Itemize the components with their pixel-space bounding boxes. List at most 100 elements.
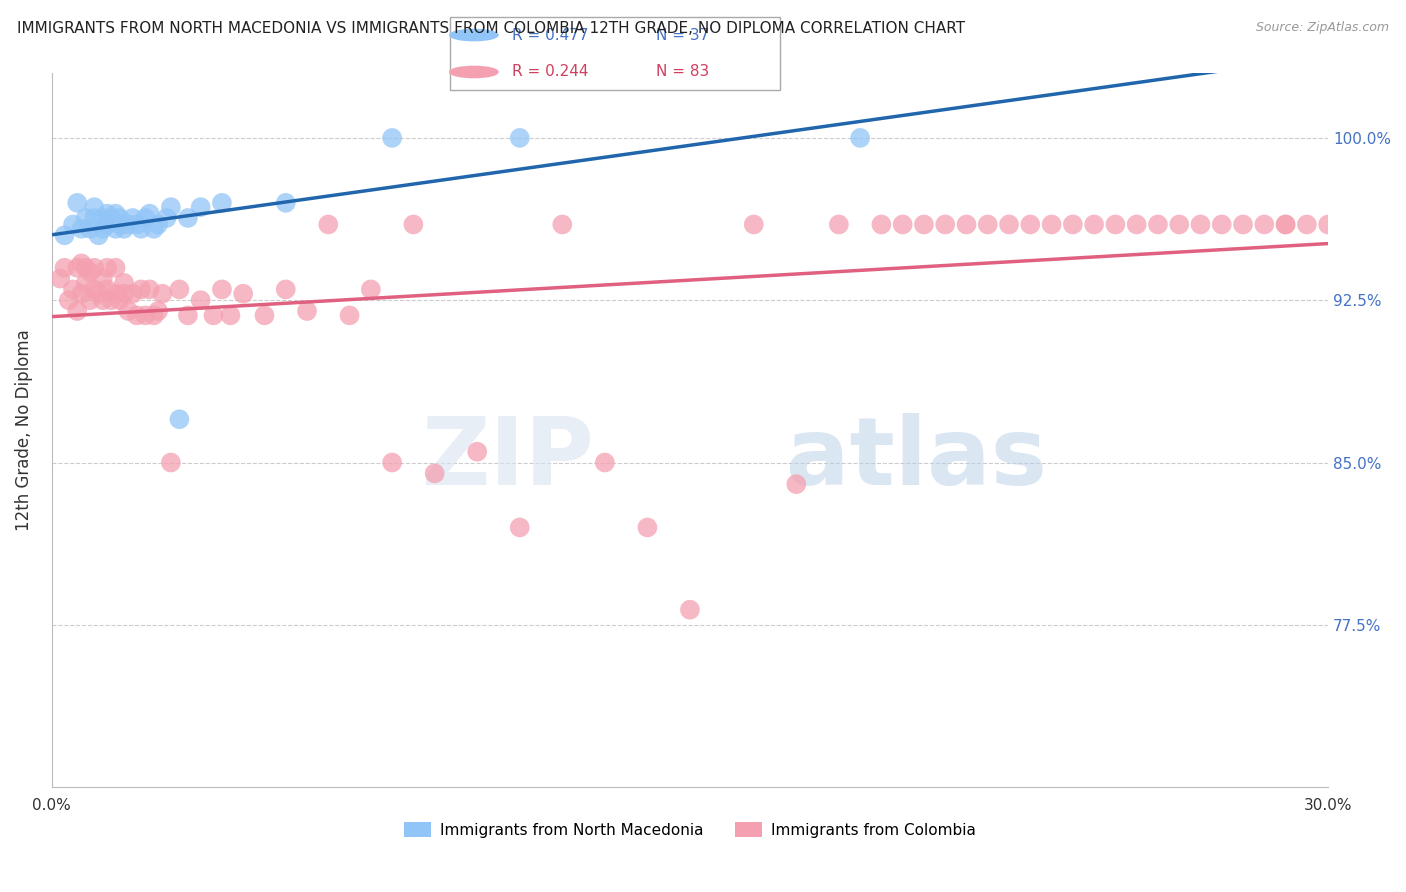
Text: R = 0.477: R = 0.477 — [512, 28, 588, 43]
Point — [1295, 218, 1317, 232]
Point — [70, 221, 93, 235]
Point — [79, 265, 101, 279]
Point — [125, 218, 148, 232]
Point — [402, 218, 425, 232]
Point — [96, 207, 118, 221]
Text: N = 83: N = 83 — [657, 64, 710, 79]
Circle shape — [450, 29, 498, 41]
Point — [423, 467, 446, 481]
Point — [381, 131, 404, 145]
Point — [91, 221, 114, 235]
Point — [295, 304, 318, 318]
Point — [83, 211, 105, 225]
Point — [509, 520, 531, 534]
Point — [219, 309, 242, 323]
Point — [129, 221, 152, 235]
Point — [785, 477, 807, 491]
Text: N = 37: N = 37 — [657, 28, 710, 43]
Point — [100, 293, 122, 308]
Point — [211, 195, 233, 210]
Point — [177, 211, 200, 225]
Point — [593, 456, 616, 470]
Point — [156, 211, 179, 225]
Point — [75, 211, 97, 225]
Point — [58, 293, 80, 308]
Point — [53, 260, 76, 275]
Point — [66, 260, 89, 275]
Point — [79, 221, 101, 235]
Point — [160, 456, 183, 470]
Point — [1168, 218, 1191, 232]
Point — [96, 260, 118, 275]
Point — [360, 282, 382, 296]
Point — [169, 412, 191, 426]
Point — [150, 286, 173, 301]
Point — [160, 200, 183, 214]
Point — [117, 218, 139, 232]
Point — [955, 218, 977, 232]
Point — [134, 211, 156, 225]
Point — [679, 603, 702, 617]
Point — [1189, 218, 1212, 232]
Point — [177, 309, 200, 323]
Point — [66, 304, 89, 318]
Point — [934, 218, 956, 232]
Point — [108, 218, 131, 232]
Point — [1253, 218, 1275, 232]
Text: atlas: atlas — [786, 413, 1046, 505]
Point — [1211, 218, 1233, 232]
Point — [112, 276, 135, 290]
Point — [138, 282, 160, 296]
Point — [91, 211, 114, 225]
Point — [828, 218, 851, 232]
Point — [1274, 218, 1296, 232]
Point — [104, 260, 127, 275]
Point — [891, 218, 914, 232]
Point — [211, 282, 233, 296]
Point — [977, 218, 1000, 232]
Point — [339, 309, 361, 323]
Point — [91, 293, 114, 308]
Point — [274, 195, 297, 210]
Point — [91, 271, 114, 285]
Point — [70, 256, 93, 270]
Point — [125, 309, 148, 323]
Point — [117, 304, 139, 318]
Point — [100, 211, 122, 225]
FancyBboxPatch shape — [450, 17, 780, 90]
Point — [138, 207, 160, 221]
Point — [998, 218, 1021, 232]
Point — [316, 218, 339, 232]
Point — [104, 207, 127, 221]
Point — [465, 444, 488, 458]
Point — [1019, 218, 1042, 232]
Point — [96, 282, 118, 296]
Point — [112, 221, 135, 235]
Point — [1274, 218, 1296, 232]
Point — [108, 211, 131, 225]
Point — [253, 309, 276, 323]
Point — [79, 293, 101, 308]
Point — [1062, 218, 1084, 232]
Point — [169, 282, 191, 296]
Point — [83, 260, 105, 275]
Point — [70, 286, 93, 301]
Point — [62, 218, 84, 232]
Point — [870, 218, 893, 232]
Point — [146, 218, 169, 232]
Point — [1040, 218, 1063, 232]
Y-axis label: 12th Grade, No Diploma: 12th Grade, No Diploma — [15, 329, 32, 531]
Point — [232, 286, 254, 301]
Point — [121, 211, 143, 225]
Point — [134, 309, 156, 323]
Point — [1147, 218, 1170, 232]
Circle shape — [450, 66, 498, 78]
Point — [87, 286, 110, 301]
Point — [1104, 218, 1126, 232]
Point — [104, 286, 127, 301]
Point — [381, 456, 404, 470]
Point — [849, 131, 872, 145]
Point — [87, 228, 110, 243]
Point — [62, 282, 84, 296]
Point — [121, 286, 143, 301]
